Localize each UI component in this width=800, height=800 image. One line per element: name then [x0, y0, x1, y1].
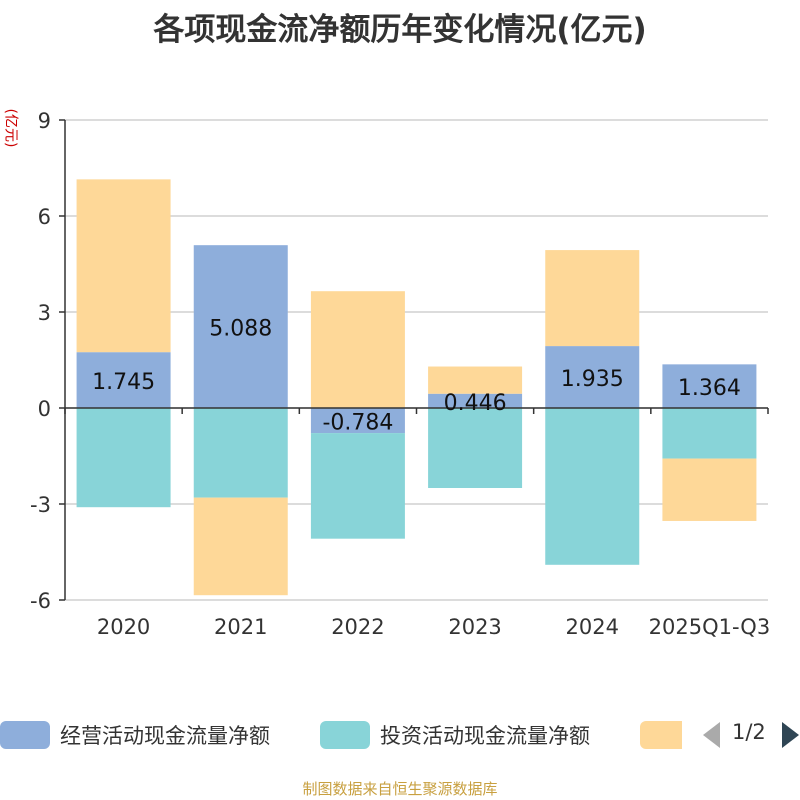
y-tick-label: -6 — [30, 589, 51, 613]
legend-prev-page-icon[interactable] — [703, 722, 720, 748]
bar-segment-2024-s1[interactable] — [545, 408, 640, 565]
bar-segment-2021-s0[interactable] — [193, 245, 288, 408]
y-tick-label: 3 — [38, 301, 51, 325]
bar-segment-2021-s2[interactable] — [193, 497, 288, 596]
bar-segment-2020-s0[interactable] — [76, 352, 171, 408]
data-label: 0.446 — [444, 391, 507, 416]
bar-segment-2023-s1[interactable] — [428, 408, 523, 488]
bar-segment-2022-s2[interactable] — [310, 291, 405, 408]
bar-segment-2025Q1-Q3-s2[interactable] — [662, 458, 757, 521]
data-label: 1.935 — [561, 367, 624, 392]
x-tick-label: 2020 — [97, 615, 150, 639]
x-tick-label: 2021 — [214, 615, 267, 639]
bar-segment-2025Q1-Q3-s1[interactable] — [662, 408, 757, 459]
bar-segment-2024-s2[interactable] — [545, 250, 640, 347]
bar-segment-2022-s0[interactable] — [310, 408, 405, 434]
bar-segment-2023-s2[interactable] — [428, 366, 523, 394]
data-source-note: 制图数据来自恒生聚源数据库 — [302, 780, 498, 798]
x-tick-label: 2023 — [448, 615, 501, 639]
legend-page-indicator: 1/2 — [732, 720, 766, 744]
bar-segment-2024-s0[interactable] — [545, 346, 640, 408]
legend-next-page-icon[interactable] — [782, 722, 799, 748]
y-tick-label: 6 — [38, 205, 51, 229]
bar-segment-2022-s1[interactable] — [310, 433, 405, 539]
bar-segment-2021-s1[interactable] — [193, 408, 288, 498]
legend-swatch-financing[interactable] — [640, 721, 682, 749]
x-tick-label: 2022 — [331, 615, 384, 639]
bar-segment-2020-s2[interactable] — [76, 179, 171, 353]
data-label: 1.364 — [678, 376, 741, 401]
data-label: 1.745 — [92, 370, 155, 395]
y-tick-label: -3 — [30, 493, 51, 517]
y-tick-label: 9 — [38, 109, 51, 133]
data-label: -0.784 — [322, 411, 393, 436]
legend-swatch-investing[interactable] — [320, 721, 370, 749]
bar-segment-2025Q1-Q3-s0[interactable] — [662, 364, 757, 408]
chart-title: 各项现金流净额历年变化情况(亿元) — [153, 12, 647, 48]
legend-label-investing[interactable]: 投资活动现金流量净额 — [380, 724, 590, 748]
x-tick-label: 2024 — [566, 615, 619, 639]
data-label: 5.088 — [209, 317, 272, 342]
legend-swatch-operating[interactable] — [0, 721, 50, 749]
y-tick-label: 0 — [38, 397, 51, 421]
legend-label-operating[interactable]: 经营活动现金流量净额 — [60, 724, 270, 748]
stacked-bar-chart: 9 6 3 0 -3 -6 1.745 2020 5.088 2021 -0.784 2022 0.44… — [30, 109, 771, 639]
bar-segment-2020-s1[interactable] — [76, 408, 171, 508]
legend: 经营活动现金流量净额 投资活动现金流量净额 1/2 — [0, 716, 800, 752]
x-tick-label: 2025Q1-Q3 — [649, 615, 771, 639]
bar-segment-2023-s0[interactable] — [428, 393, 523, 408]
